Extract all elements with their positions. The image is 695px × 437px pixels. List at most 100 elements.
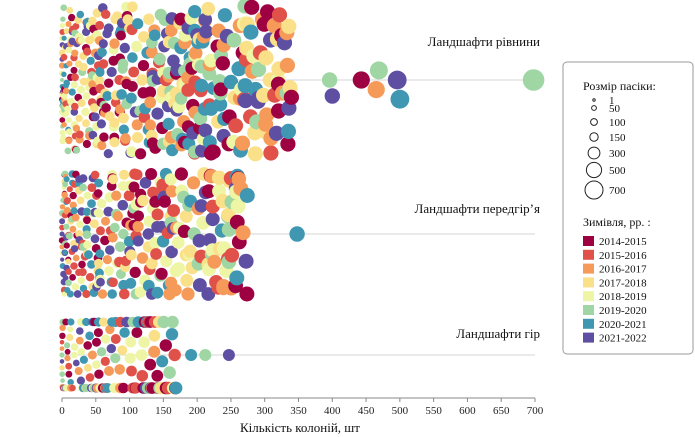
data-point	[169, 283, 182, 297]
color-legend-swatch	[583, 263, 594, 274]
data-point	[59, 129, 66, 136]
data-point	[73, 146, 81, 154]
data-point	[82, 230, 92, 239]
data-point	[60, 53, 68, 61]
data-point	[243, 24, 259, 40]
data-point	[145, 168, 158, 180]
x-tick-label: 200	[189, 405, 206, 417]
band-group: Ландшафти передгір’я	[58, 167, 540, 302]
data-point	[59, 359, 65, 364]
data-point	[131, 169, 143, 181]
data-point	[192, 233, 207, 248]
data-point	[194, 78, 209, 93]
data-point	[63, 223, 70, 230]
data-point	[60, 78, 64, 82]
x-tick-label: 50	[90, 405, 102, 417]
data-point	[247, 146, 263, 162]
data-point	[118, 124, 129, 135]
data-point	[169, 381, 183, 395]
data-point	[64, 348, 71, 355]
data-point	[66, 290, 74, 298]
data-point	[79, 183, 87, 192]
data-point	[387, 70, 407, 90]
data-point	[94, 258, 103, 268]
data-point	[90, 234, 100, 244]
data-point	[59, 324, 66, 331]
data-point	[126, 365, 137, 377]
data-point	[110, 353, 121, 364]
data-point	[65, 268, 72, 275]
data-point	[59, 339, 65, 345]
data-point	[77, 99, 86, 107]
data-point	[77, 348, 86, 356]
data-point	[228, 118, 244, 134]
data-point	[107, 232, 118, 243]
data-point	[98, 317, 109, 327]
data-point	[62, 87, 70, 95]
data-point	[128, 66, 140, 78]
data-point	[70, 207, 78, 215]
color-legend-title: Зимівля, рр. :	[583, 215, 651, 229]
x-tick-label: 350	[290, 405, 307, 417]
data-point	[73, 290, 82, 298]
data-point	[138, 336, 150, 348]
data-point	[188, 46, 203, 60]
data-point	[234, 135, 251, 151]
data-point	[125, 277, 137, 289]
x-tick-label: 450	[358, 405, 375, 417]
data-point	[76, 220, 84, 229]
data-point	[69, 384, 76, 392]
data-point	[103, 23, 114, 34]
data-point	[96, 198, 107, 209]
data-point	[148, 345, 161, 358]
data-point	[258, 50, 274, 66]
data-point	[156, 355, 169, 368]
data-point	[76, 10, 85, 19]
data-point	[256, 87, 272, 103]
data-point	[239, 286, 255, 302]
size-legend-circle	[590, 118, 598, 126]
data-point	[64, 355, 71, 362]
data-point	[66, 117, 72, 123]
data-point	[207, 254, 222, 269]
data-point	[66, 186, 73, 193]
data-point	[205, 212, 220, 227]
data-point	[103, 149, 113, 159]
data-point	[280, 136, 296, 152]
data-point	[151, 286, 164, 299]
data-point	[87, 199, 96, 209]
data-point	[59, 62, 66, 69]
data-point	[194, 199, 208, 213]
data-point	[179, 209, 193, 223]
data-point	[201, 1, 216, 16]
data-point	[95, 68, 105, 77]
data-point	[135, 148, 147, 160]
data-point	[198, 12, 213, 27]
data-point	[159, 339, 172, 352]
data-point	[93, 189, 103, 198]
color-legend-label: 2017-2018	[599, 277, 647, 289]
data-point	[174, 12, 188, 26]
data-point	[133, 210, 145, 222]
data-point	[59, 371, 65, 378]
data-point	[226, 32, 242, 48]
color-legend-label: 2019-2020	[599, 305, 647, 317]
data-point	[120, 133, 131, 144]
size-legend-label: 150	[609, 132, 626, 144]
data-point	[144, 86, 157, 99]
data-point	[71, 49, 79, 57]
data-point	[213, 82, 228, 97]
data-point	[59, 23, 66, 29]
x-axis-title: Кількість колоній, шт	[240, 420, 360, 435]
data-point	[136, 370, 149, 382]
color-legend-label: 2014-2015	[599, 236, 647, 248]
data-point	[119, 288, 130, 300]
x-axis: 0 50 100 150 200 250 300 350 400 450 500 550 600 650 7…	[59, 397, 544, 417]
data-point	[281, 18, 297, 34]
data-point	[201, 184, 216, 199]
data-point	[65, 258, 72, 265]
data-point	[82, 92, 91, 100]
data-point	[139, 177, 152, 189]
data-point	[95, 249, 105, 259]
data-point	[250, 61, 267, 78]
